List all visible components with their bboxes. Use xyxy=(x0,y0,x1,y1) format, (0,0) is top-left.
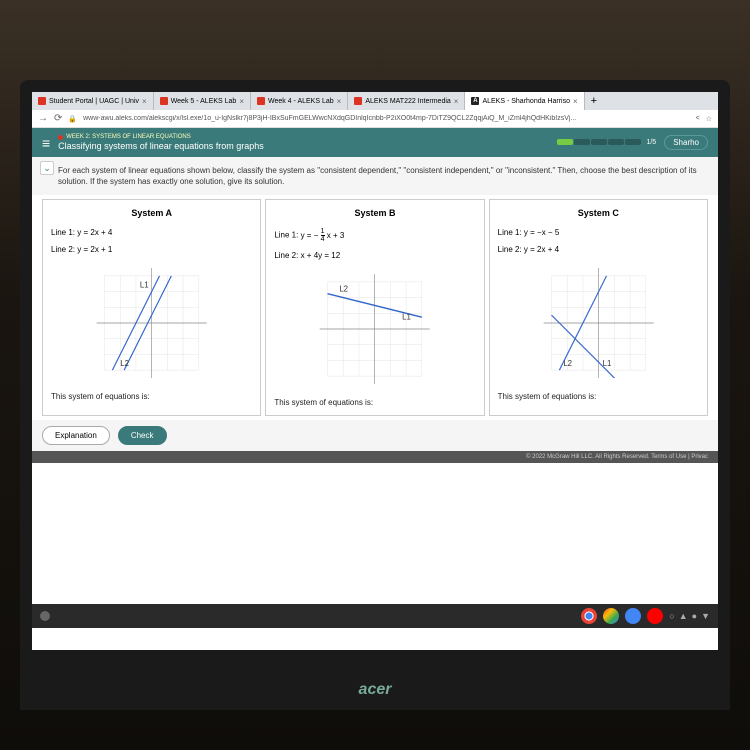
docs-icon[interactable] xyxy=(625,608,641,624)
tab-3[interactable]: ALEKS MAT222 Intermedia× xyxy=(348,92,465,110)
url-bar: → ⟳ 🔒 www-awu.aleks.com/alekscgi/x/lsl.e… xyxy=(32,110,718,128)
tab-2[interactable]: Week 4 - ALEKS Lab× xyxy=(251,92,348,110)
instruction: ⌄ For each system of linear equations sh… xyxy=(32,157,718,195)
system-footer: This system of equations is: xyxy=(274,398,475,407)
reload-icon[interactable]: ⟳ xyxy=(54,113,62,124)
url-text[interactable]: www-awu.aleks.com/alekscgi/x/lsl.exe/1o_… xyxy=(83,115,690,122)
week-label: WEEK 2: SYSTEMS OF LINEAR EQUATIONS xyxy=(66,134,191,140)
svg-text:L2: L2 xyxy=(120,360,129,369)
graph-a: L1 L2 xyxy=(51,268,252,378)
check-button[interactable]: Check xyxy=(118,426,167,445)
system-title: System C xyxy=(498,208,699,218)
close-icon[interactable]: × xyxy=(337,97,342,106)
status-icon[interactable]: ○ xyxy=(669,611,674,621)
svg-text:L1: L1 xyxy=(602,360,611,369)
lock-icon: 🔒 xyxy=(68,115,77,123)
status-icon[interactable]: ▲ xyxy=(679,611,688,621)
close-icon[interactable]: × xyxy=(239,97,244,106)
screen: Student Portal | UAGC | Univ× Week 5 - A… xyxy=(32,92,718,650)
menu-icon[interactable]: ≡ xyxy=(42,135,50,151)
share-icon[interactable]: < xyxy=(696,115,700,122)
svg-text:L2: L2 xyxy=(340,285,349,294)
system-footer: This system of equations is: xyxy=(51,392,252,401)
browser-tabs: Student Portal | UAGC | Univ× Week 5 - A… xyxy=(32,92,718,110)
action-bar: Explanation Check xyxy=(32,420,718,451)
tab-0[interactable]: Student Portal | UAGC | Univ× xyxy=(32,92,154,110)
acer-logo: acer xyxy=(359,670,392,710)
systems-row: System A Line 1: y = 2x + 4 Line 2: y = … xyxy=(32,195,718,420)
taskbar: ○ ▲ ● ▼ xyxy=(32,604,718,628)
new-tab[interactable]: + xyxy=(585,92,603,110)
graph-b: L2 L1 xyxy=(274,274,475,384)
status-icon[interactable]: ● xyxy=(692,611,697,621)
lesson-title: Classifying systems of linear equations … xyxy=(58,141,549,151)
system-footer: This system of equations is: xyxy=(498,392,699,401)
copyright-footer: © 2022 McGraw Hill LLC. All Rights Reser… xyxy=(32,451,718,463)
system-title: System B xyxy=(274,208,475,218)
youtube-icon[interactable] xyxy=(647,608,663,624)
svg-text:L1: L1 xyxy=(402,313,411,322)
tab-1[interactable]: Week 5 - ALEKS Lab× xyxy=(154,92,251,110)
graph-c: L2 L1 xyxy=(498,268,699,378)
system-title: System A xyxy=(51,208,252,218)
close-icon[interactable]: × xyxy=(454,97,459,106)
status-icon[interactable]: ▼ xyxy=(701,611,710,621)
progress-bar: 1/5 xyxy=(557,139,656,146)
lesson-header: ≡ WEEK 2: SYSTEMS OF LINEAR EQUATIONS Cl… xyxy=(32,128,718,157)
system-a: System A Line 1: y = 2x + 4 Line 2: y = … xyxy=(42,199,261,416)
close-icon[interactable]: × xyxy=(573,97,578,106)
launcher-icon[interactable] xyxy=(40,611,50,621)
svg-text:L1: L1 xyxy=(140,281,149,290)
laptop-frame: Student Portal | UAGC | Univ× Week 5 - A… xyxy=(20,80,730,710)
system-c: System C Line 1: y = −x − 5 Line 2: y = … xyxy=(489,199,708,416)
chevron-down-icon[interactable]: ⌄ xyxy=(40,161,54,175)
close-icon[interactable]: × xyxy=(142,97,147,106)
star-icon[interactable]: ☆ xyxy=(706,115,712,123)
user-button[interactable]: Sharho xyxy=(664,135,708,150)
chrome-icon[interactable] xyxy=(581,608,597,624)
back-icon[interactable]: → xyxy=(38,113,48,124)
svg-text:L2: L2 xyxy=(563,360,572,369)
gmail-icon[interactable] xyxy=(603,608,619,624)
tab-4[interactable]: AALEKS - Sharhonda Harriso× xyxy=(465,92,584,110)
explanation-button[interactable]: Explanation xyxy=(42,426,110,445)
system-b: System B Line 1: y = − 14 x + 3 Line 2: … xyxy=(265,199,484,416)
